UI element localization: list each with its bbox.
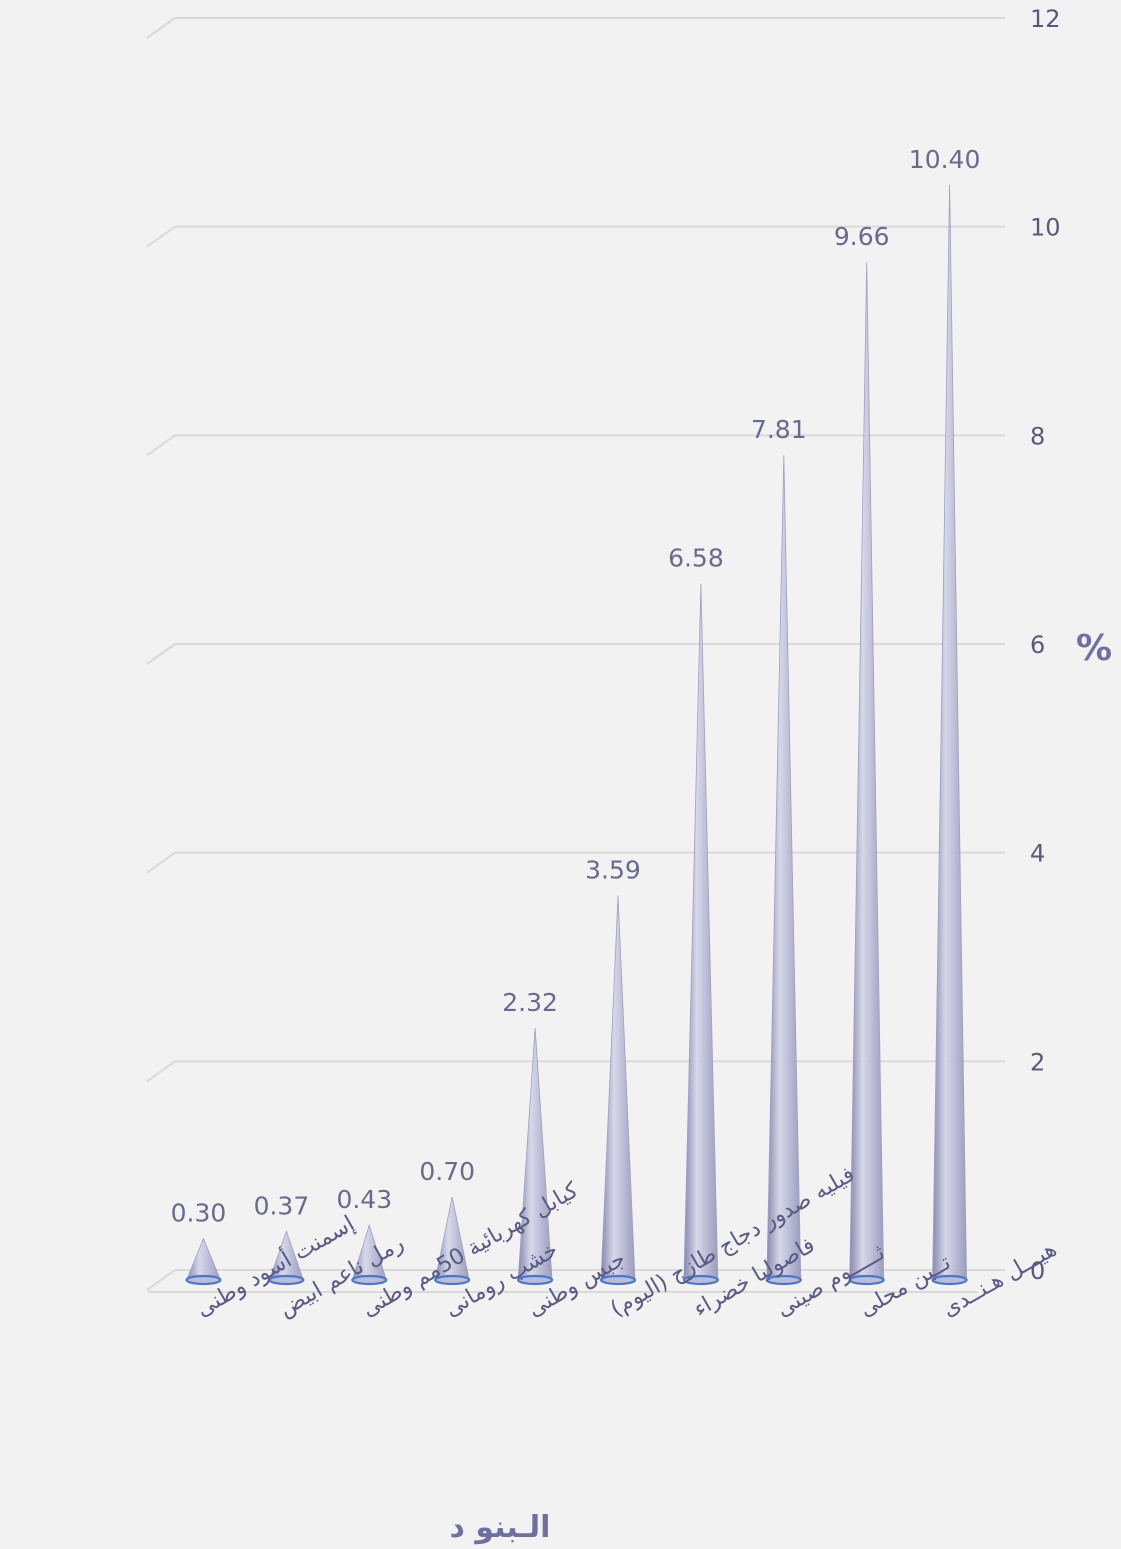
gridline-depth (146, 643, 176, 665)
y-tick-label: 4 (1030, 840, 1045, 868)
data-label: 2.32 (502, 988, 558, 1017)
data-label: 7.81 (751, 415, 807, 444)
y-tick-label: 8 (1030, 422, 1045, 450)
data-label: 0.70 (419, 1157, 475, 1186)
cone-base (351, 1274, 388, 1286)
value-labels: 0.30 0.37 0.43 0.70 2.32 3.59 6.58 7.81 9.66 10.4… (171, 145, 981, 1228)
y-tick-label: 0 (1030, 1257, 1045, 1285)
data-label: 9.66 (834, 222, 890, 251)
cone-bar (932, 184, 968, 1281)
cone-bar (683, 583, 719, 1281)
y-axis: 0 2 4 6 8 10 12 (1030, 5, 1061, 1285)
data-label: 3.59 (585, 855, 641, 884)
gridline-depth (146, 17, 176, 39)
cone-base (434, 1274, 471, 1286)
gridline-depth (146, 1060, 176, 1083)
cones (185, 184, 968, 1286)
cone-base (185, 1274, 222, 1286)
cone-base (931, 1274, 968, 1286)
cone-bar (185, 1237, 222, 1281)
cone-base (599, 1274, 637, 1286)
gridline-depth (146, 1269, 176, 1291)
data-label: 10.40 (909, 145, 981, 174)
y-axis-title: % (1076, 628, 1112, 669)
data-label: 0.37 (254, 1191, 310, 1220)
cone-base (682, 1274, 720, 1286)
data-label: 0.43 (336, 1185, 392, 1214)
cone-base (516, 1274, 554, 1286)
gridline-depth (146, 851, 176, 874)
y-tick-label: 10 (1030, 214, 1061, 242)
data-label: 0.30 (171, 1199, 227, 1228)
y-tick-label: 12 (1030, 5, 1061, 33)
cone-base (268, 1274, 305, 1286)
gridline-depth (146, 225, 176, 248)
cone-base (848, 1274, 885, 1286)
y-tick-label: 2 (1030, 1048, 1045, 1076)
cone-bar (766, 455, 802, 1281)
gridline-depth (146, 434, 176, 457)
gridlines (146, 17, 1005, 1293)
y-tick-label: 6 (1030, 631, 1045, 659)
cone-base (765, 1274, 802, 1286)
x-axis-title: الـبنو د (450, 1510, 551, 1545)
cone-bar (849, 262, 885, 1281)
data-label: 6.58 (668, 543, 724, 572)
cone-bar (600, 895, 636, 1281)
